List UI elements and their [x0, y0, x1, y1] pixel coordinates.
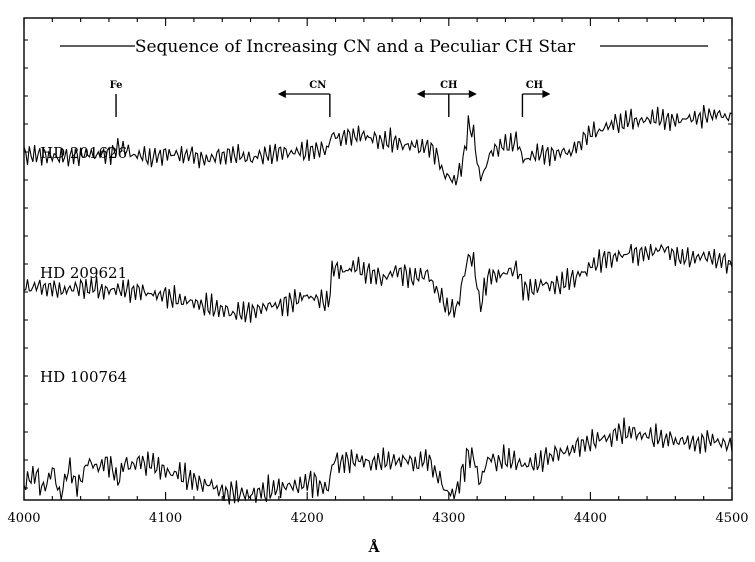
feature-markers: Fe CN CH CH	[110, 80, 551, 117]
feature-label: CN	[309, 80, 326, 91]
series-label: HD 100764	[40, 368, 127, 386]
feature-label: CH	[440, 80, 457, 91]
x-tick-label: 4300	[432, 511, 465, 526]
spectrum-line	[23, 243, 733, 323]
x-tick-label: 4100	[149, 511, 182, 526]
feature-marker: CN	[277, 80, 331, 117]
x-tick-label: 4400	[574, 511, 607, 526]
feature-marker: CH	[521, 80, 551, 117]
x-tick-label: 4000	[7, 511, 40, 526]
series-label: HD 201626	[40, 144, 127, 162]
x-tick-label: 4500	[715, 511, 748, 526]
feature-label: CH	[526, 80, 543, 91]
chart-title: Sequence of Increasing CN and a Peculiar…	[135, 37, 576, 57]
feature-marker: CH	[416, 80, 477, 117]
spectrum-line	[23, 105, 733, 186]
spectrum-line	[23, 417, 733, 505]
x-axis-label: Å	[368, 538, 381, 556]
feature-label: Fe	[110, 80, 123, 91]
x-axis-ticks: 4000 4100 4200 4300 4400 4500	[7, 18, 749, 526]
x-tick-label: 4200	[291, 511, 324, 526]
spectra: HD 201626 HD 209621 HD 100764	[23, 105, 733, 505]
series-label: HD 209621	[40, 264, 127, 282]
feature-marker: Fe	[110, 80, 123, 117]
plot-frame	[23, 17, 733, 501]
